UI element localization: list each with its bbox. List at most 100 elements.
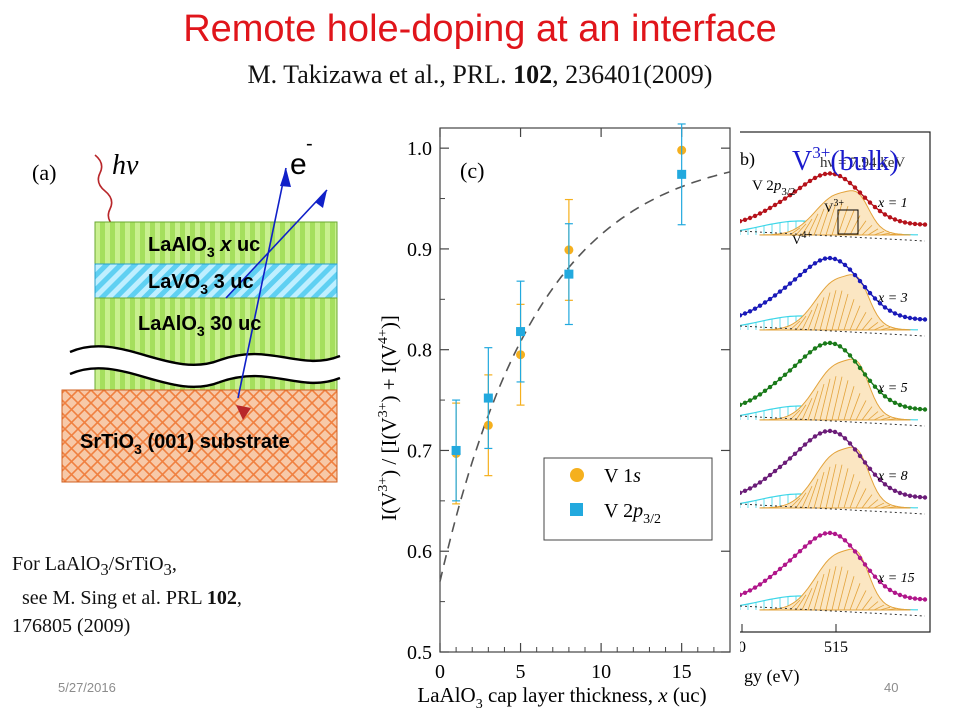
citation-authors: M. Takizawa et al., PRL. — [247, 60, 507, 89]
v3-hatch — [873, 414, 885, 421]
layer-label-lavo3: LaVO3 3 uc — [148, 271, 254, 297]
v3-hatch — [885, 418, 897, 421]
v3-hatch — [855, 312, 867, 331]
electron-arrow-1 — [237, 167, 287, 399]
y-tick-label: 0.9 — [407, 239, 432, 261]
layer-label-laalo3-30: LaAlO3 30 uc — [138, 313, 261, 339]
slide-title: Remote hole-doping at an interface — [183, 8, 777, 50]
v3-hatch — [825, 376, 837, 421]
orbital-label: V 2p3/2 — [752, 178, 795, 198]
tick-label-515: 515 — [824, 639, 848, 656]
v3-hatch — [807, 303, 819, 331]
background-line — [739, 415, 926, 427]
v3-hatch — [813, 297, 825, 331]
v3-box — [837, 209, 859, 235]
v3-hatch — [873, 231, 885, 236]
v3-component — [759, 548, 911, 611]
substrate — [61, 389, 338, 483]
v3-component — [759, 446, 911, 509]
y-axis-title: I(V3+) / [I(V3+) + I(V4+)] — [376, 315, 401, 521]
v4-label: V4+ — [792, 230, 812, 247]
legend-label-v1s: V 1s — [604, 465, 641, 487]
v3-hatch — [861, 406, 873, 421]
v3-hatch — [837, 206, 849, 236]
panel-a-label: (a) — [32, 160, 56, 185]
v3-hatch — [831, 376, 843, 421]
v3-hatch — [813, 383, 825, 421]
note-line-1: For LaAlO3/SrTiO3, — [12, 553, 177, 579]
v3-hatch — [807, 580, 819, 611]
x-value-label: x = 8 — [877, 469, 908, 484]
v3-hatch — [879, 416, 891, 421]
v3-hatch — [855, 400, 867, 421]
x-tick-label: 5 — [516, 661, 526, 683]
v3-hatch — [795, 594, 807, 611]
v3-hatch — [843, 386, 855, 421]
y-tick-label: 0.7 — [407, 440, 432, 462]
x-value-label: x = 3 — [877, 291, 908, 306]
v3-hatch — [813, 471, 825, 509]
break-line-bottom — [69, 367, 341, 388]
v3-hatch — [819, 378, 831, 421]
v3-hatch — [879, 327, 891, 331]
background-line — [739, 325, 926, 337]
substrate-label: SrTiO3 (001) substrate — [80, 431, 290, 457]
y-tick-label: 0.8 — [407, 340, 432, 362]
v3-hatch — [861, 225, 873, 236]
panel-b-spectra: b) hν = 7.94 keV V3+(bulk) V 2p3/2 V3+ V… — [720, 100, 945, 690]
spectrum-fit — [739, 430, 926, 499]
spectra-group — [729, 171, 928, 632]
v3-hatch — [819, 204, 831, 236]
x-tick-label: 10 — [591, 661, 611, 683]
v3-hatch — [879, 232, 891, 236]
v3-hatch — [795, 315, 807, 331]
y-tick-label: 0.5 — [407, 642, 432, 664]
point-v2p — [451, 445, 461, 455]
v3-hatch — [801, 309, 813, 331]
citation-rest: , 236401(2009) — [552, 60, 713, 89]
v3-hatch — [837, 380, 849, 421]
v3-hatch — [873, 604, 885, 611]
spectrum-point — [922, 222, 928, 227]
v3-hatch — [849, 393, 861, 421]
photon-label: hν — [112, 150, 139, 181]
v3-hatch — [849, 305, 861, 331]
v3-hatch — [807, 390, 819, 421]
v3-hatch — [873, 325, 885, 331]
reference-note: For LaAlO3/SrTiO3, see M. Sing et al. PR… — [12, 550, 242, 640]
v3-hatch — [831, 566, 843, 611]
x-value-label: x = 15 — [877, 571, 915, 586]
slide-date: 5/27/2016 — [58, 680, 116, 695]
layer-lavo3 — [94, 263, 338, 299]
panel-c-label: (c) — [460, 158, 484, 183]
tick-label-0: 0 — [738, 639, 746, 656]
v3-hatch — [825, 290, 837, 331]
legend-marker-v2p — [570, 503, 583, 516]
v3-component — [759, 190, 911, 236]
v3-hatch — [849, 583, 861, 611]
panel-b-xlabel: gy (eV) — [744, 666, 799, 687]
v3-hatch — [801, 587, 813, 611]
v3-hatch — [819, 292, 831, 331]
v3-hatch — [813, 208, 825, 236]
v3-hatch — [819, 466, 831, 509]
v3-hatch — [843, 474, 855, 509]
v3-hatch — [819, 568, 831, 611]
v3-hatch — [825, 203, 837, 236]
v3-hatch — [807, 213, 819, 236]
v3-hatch — [885, 608, 897, 611]
v3-hatch — [849, 481, 861, 509]
spectrum-fit — [739, 532, 926, 601]
v3-hatch — [843, 299, 855, 331]
v3-hatch — [861, 317, 873, 331]
v3-hatch — [831, 464, 843, 509]
v3-hatch — [843, 576, 855, 611]
v3-hatch — [867, 601, 879, 611]
v3-hatch — [855, 590, 867, 611]
layer-label-laalo3-x: LaAlO3 x uc — [148, 234, 260, 260]
note-line-3: 176805 (2009) — [12, 615, 131, 637]
v3-hatch — [813, 573, 825, 611]
x-tick-label: 15 — [672, 661, 692, 683]
v3-hatch — [867, 228, 879, 236]
v3-hatch — [837, 468, 849, 509]
